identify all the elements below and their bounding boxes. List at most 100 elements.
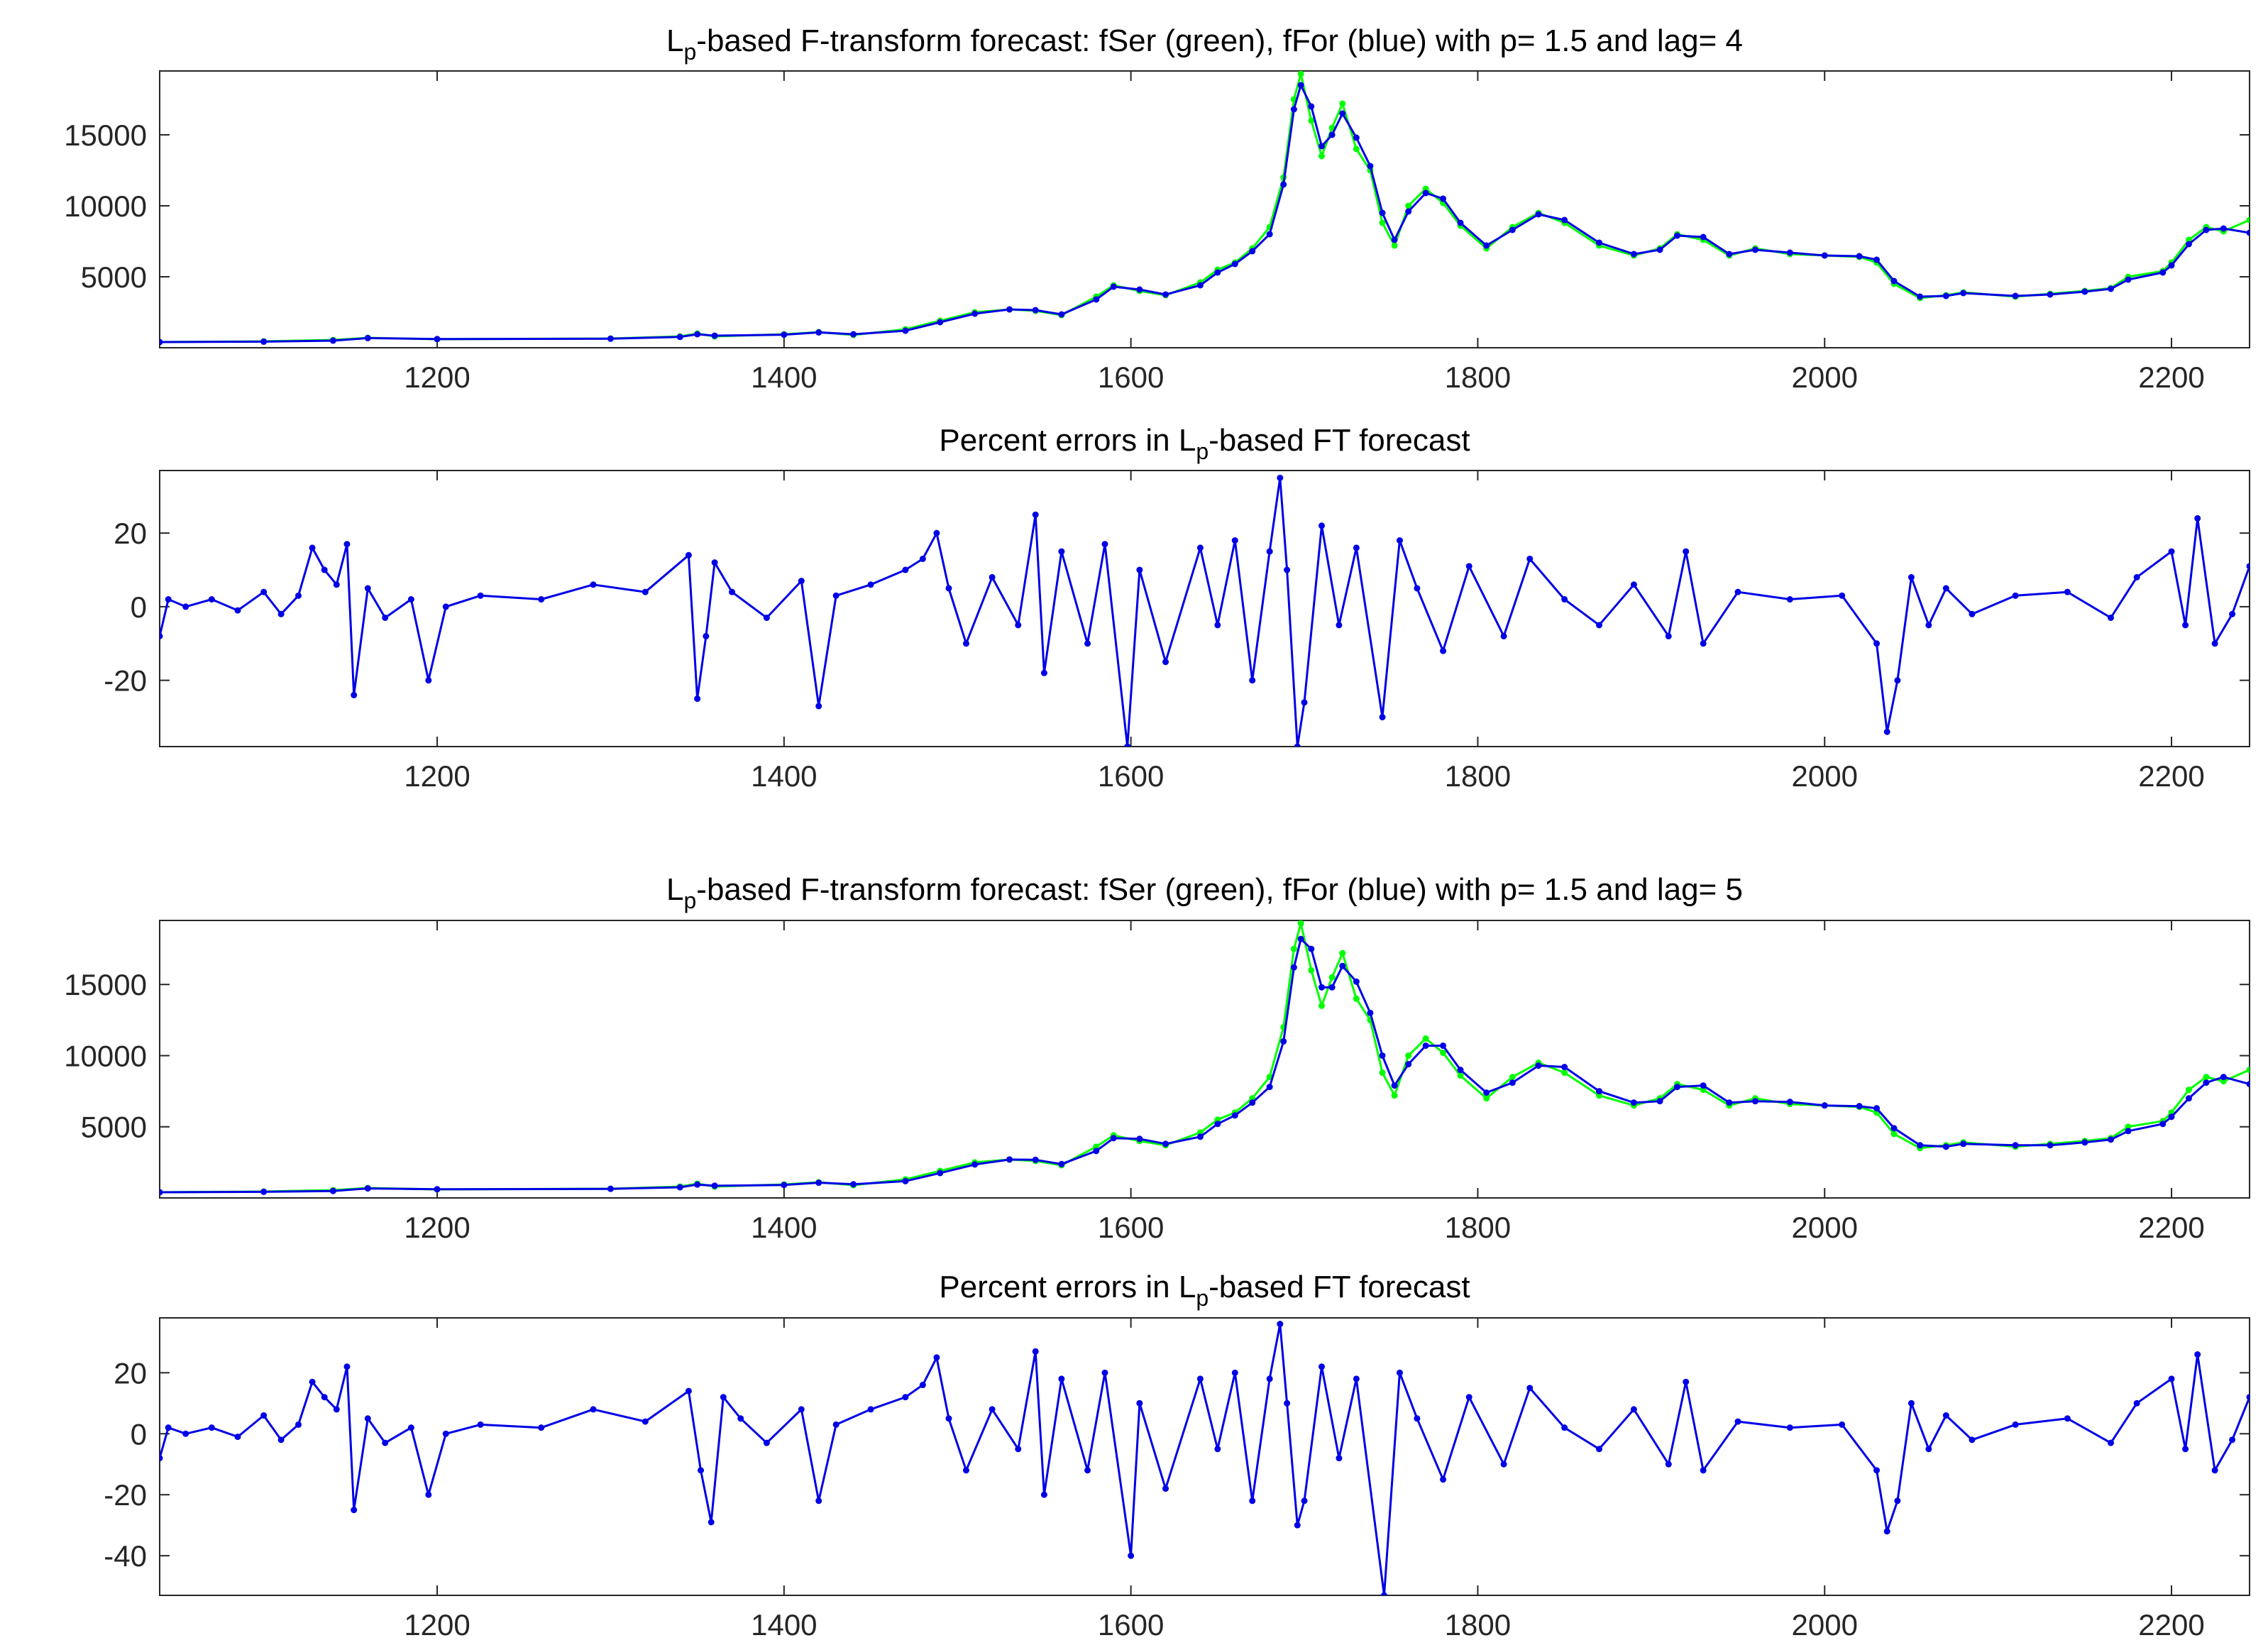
data-point — [815, 1497, 822, 1505]
data-point — [1856, 1103, 1863, 1110]
data-point — [850, 1181, 857, 1188]
data-point — [945, 585, 952, 592]
data-point — [1136, 1399, 1143, 1407]
data-point — [1040, 669, 1047, 676]
data-point — [1839, 1421, 1846, 1428]
plot-area — [159, 920, 2250, 1199]
data-point — [1128, 1552, 1135, 1559]
data-point — [295, 1421, 302, 1428]
data-point — [1856, 253, 1863, 260]
data-point — [1422, 1035, 1429, 1042]
data-point — [2185, 1087, 2192, 1094]
title-part: Percent errors in L — [939, 423, 1196, 458]
data-point — [1405, 202, 1412, 209]
title-subscript: p — [1196, 439, 1209, 464]
title-part: Percent errors in L — [939, 1270, 1196, 1304]
y-tick-label: 15000 — [64, 119, 147, 152]
data-point — [1084, 1467, 1091, 1474]
y-tick-label: -20 — [104, 1478, 147, 1512]
data-point — [1734, 588, 1741, 595]
data-point — [798, 1406, 805, 1413]
data-point — [1110, 283, 1117, 290]
data-point — [1414, 1415, 1421, 1422]
y-tick-label: 10000 — [64, 1039, 147, 1072]
x-tick-label: 2200 — [2138, 1211, 2204, 1244]
data-point — [2211, 1467, 2218, 1474]
data-point — [2047, 1142, 2054, 1149]
data-point — [2133, 1399, 2140, 1407]
data-point — [1700, 233, 1707, 241]
data-point — [737, 1415, 744, 1422]
data-point — [1894, 677, 1901, 684]
data-point — [1734, 1418, 1741, 1425]
x-tick-label: 1800 — [1445, 759, 1511, 793]
data-point — [1214, 1121, 1221, 1128]
series-ffor-blue — [160, 1321, 2250, 1595]
x-tick-label: 1800 — [1445, 1211, 1511, 1244]
data-point — [1290, 106, 1297, 113]
data-point — [1656, 1098, 1663, 1105]
data-point — [1101, 1369, 1108, 1376]
data-point — [919, 1382, 926, 1389]
data-point — [1405, 1052, 1412, 1059]
title-subscript: p — [1196, 1285, 1209, 1311]
subplot-2: Percent errors in Lp-based FT forecast 12… — [104, 423, 2250, 793]
data-point — [1873, 256, 1881, 263]
data-point — [329, 337, 336, 344]
data-point — [867, 1406, 874, 1413]
data-point — [1058, 1160, 1065, 1167]
y-tick-label: -40 — [104, 1539, 147, 1573]
data-point — [1249, 1099, 1256, 1106]
data-point — [763, 1439, 770, 1446]
data-point — [1266, 231, 1273, 238]
data-point — [2107, 614, 2114, 621]
data-point — [1656, 246, 1663, 253]
data-point — [1266, 548, 1273, 555]
data-point — [1465, 1394, 1472, 1401]
data-point — [1297, 920, 1304, 927]
y-tick-label: 5000 — [81, 260, 147, 294]
data-point — [1751, 1098, 1758, 1105]
data-point — [295, 592, 302, 599]
x-tick-label: 1600 — [1098, 1211, 1164, 1244]
data-point — [850, 331, 857, 338]
x-tick-label: 1200 — [404, 759, 470, 793]
data-point — [1058, 548, 1065, 555]
data-point — [2246, 1394, 2250, 1401]
data-point — [1124, 743, 1131, 747]
data-point — [1162, 1140, 1169, 1148]
data-point — [1561, 596, 1568, 603]
data-point — [708, 1519, 715, 1526]
y-tick-label: 20 — [114, 1356, 147, 1390]
data-point — [1596, 622, 1603, 629]
x-tick-label: 2200 — [2138, 361, 2204, 394]
data-point — [1630, 1406, 1637, 1413]
data-point — [694, 1181, 701, 1188]
data-point — [2081, 288, 2088, 295]
data-point — [1249, 677, 1256, 684]
data-point — [1726, 251, 1733, 258]
chart-title: Lp-based F-transform forecast: fSer (gre… — [666, 23, 1743, 65]
data-point — [1196, 1375, 1204, 1382]
data-point — [2125, 1128, 2132, 1135]
data-point — [1328, 984, 1336, 991]
data-point — [1509, 226, 1516, 233]
data-point — [902, 1177, 909, 1184]
data-point — [1873, 640, 1881, 647]
x-tick-label: 1400 — [751, 1211, 817, 1244]
y-tick-label: -20 — [104, 664, 147, 698]
data-point — [1032, 307, 1039, 314]
data-point — [607, 335, 614, 342]
data-point — [1890, 277, 1898, 285]
data-point — [694, 331, 701, 338]
data-point — [2246, 1067, 2250, 1074]
data-point — [2159, 269, 2167, 276]
x-tick-label: 1400 — [751, 361, 817, 394]
data-point — [1535, 1062, 1542, 1069]
data-point — [2220, 225, 2227, 232]
data-point — [160, 632, 163, 639]
x-tick-label: 1600 — [1098, 759, 1164, 793]
data-point — [1308, 945, 1315, 952]
data-point — [1328, 131, 1336, 138]
data-point — [1367, 163, 1374, 170]
